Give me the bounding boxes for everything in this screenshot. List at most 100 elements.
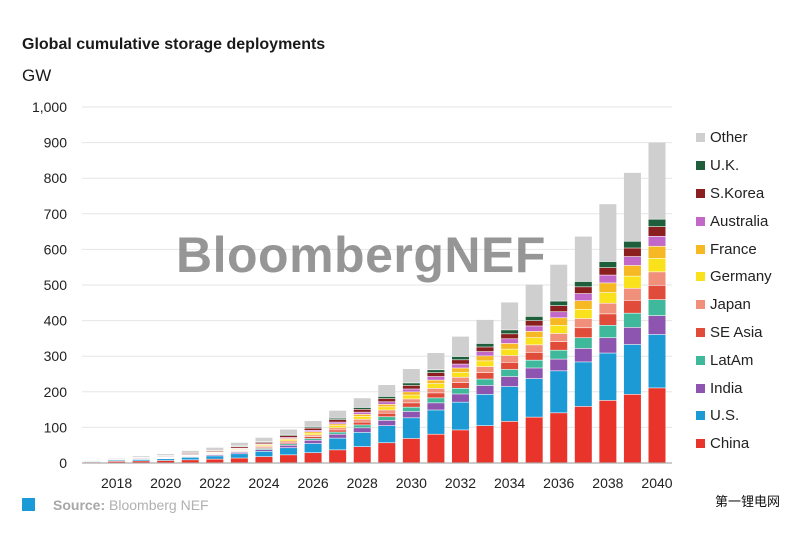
bar-segment (574, 348, 592, 362)
bar-segment (623, 344, 641, 395)
legend-label: U.K. (710, 157, 740, 175)
bar-segment (402, 403, 420, 407)
bar-segment (525, 360, 543, 368)
legend-swatch (696, 188, 705, 198)
bar-segment (451, 372, 469, 377)
bar-segment (230, 442, 248, 446)
bar-segment (378, 402, 396, 405)
bar-segment (648, 272, 666, 286)
bar-segment (353, 432, 371, 447)
x-tick-label: 2026 (298, 475, 329, 491)
x-tick-label: 2024 (248, 475, 279, 491)
bar-segment (525, 284, 543, 317)
bar-segment (599, 261, 617, 268)
y-tick-label: 200 (44, 384, 68, 400)
bar-segment (623, 248, 641, 257)
bar-segment (451, 388, 469, 394)
bar-segment (181, 457, 199, 460)
bar-segment (402, 438, 420, 463)
x-tick-label: 2038 (592, 475, 623, 491)
bar-segment (525, 368, 543, 379)
bar-segment (427, 434, 445, 463)
bar-segment (402, 399, 420, 403)
bar-segment (550, 341, 568, 350)
legend-item: Other (696, 124, 772, 152)
bar-segment (599, 292, 617, 303)
bar-segment (280, 439, 298, 441)
bar-segment (599, 338, 617, 353)
bar-segment (329, 450, 347, 463)
bar-segment (501, 421, 519, 463)
bar-segment (353, 398, 371, 408)
bar-segment (574, 338, 592, 349)
bar-segment (181, 450, 199, 453)
bar-segment (599, 314, 617, 325)
bar-segment (574, 236, 592, 282)
y-axis-unit-label: GW (22, 66, 52, 85)
bar-segment (280, 455, 298, 463)
legend-swatch (696, 133, 705, 143)
y-tick-label: 0 (59, 455, 67, 471)
bar-segment (378, 417, 396, 421)
legend-label: Germany (710, 268, 772, 286)
bar-segment (378, 410, 396, 413)
legend-item: LatAm (696, 346, 772, 374)
bar-segment (451, 336, 469, 357)
bar-segment (353, 416, 371, 419)
bar-segment (648, 226, 666, 236)
bar-segment (353, 412, 371, 414)
bar-segment (402, 389, 420, 392)
legend-item: U.S. (696, 402, 772, 430)
bar-segment (427, 380, 445, 384)
bar-segment (525, 352, 543, 360)
bar-segment (108, 461, 126, 463)
bar-segment (157, 459, 175, 461)
y-tick-label: 1,000 (32, 99, 67, 115)
x-tick-label: 2032 (445, 475, 476, 491)
bar-segment (574, 301, 592, 309)
bar-segment (550, 350, 568, 359)
bar-segment (501, 376, 519, 387)
x-tick-label: 2040 (641, 475, 672, 491)
legend-label: U.S. (710, 407, 740, 425)
legend-swatch (696, 244, 705, 254)
bar-segment (402, 407, 420, 412)
bar-segment (304, 428, 322, 431)
bar-segment (550, 306, 568, 312)
bar-segment (402, 369, 420, 383)
bar-segment (550, 325, 568, 334)
bar-segment (574, 293, 592, 301)
bar-segment (353, 428, 371, 433)
bar-segment (402, 395, 420, 399)
bar-segment (304, 438, 322, 440)
bar-segment (501, 302, 519, 330)
watermark: BloombergNEF (176, 227, 546, 283)
bar-segment (648, 246, 666, 259)
bar-segment (255, 456, 273, 463)
bar-segment (623, 241, 641, 248)
bar-segment (304, 433, 322, 435)
legend-item: India (696, 374, 772, 402)
bar-segment (329, 428, 347, 430)
bar-segment (574, 287, 592, 294)
bar-segment (476, 379, 494, 386)
source-label: Source: (53, 497, 106, 513)
chart-title: Global cumulative storage deployments (22, 36, 326, 53)
bar-segment (378, 407, 396, 410)
bar-segment (353, 419, 371, 422)
bar-segment (476, 343, 494, 347)
bar-segment (353, 425, 371, 428)
bar-segment (378, 413, 396, 417)
bar-segment (255, 442, 273, 444)
bar-segment (623, 394, 641, 463)
legend-label: LatAm (710, 351, 754, 369)
legend-item: U.K. (696, 152, 772, 180)
bar-segment (329, 419, 347, 422)
bar-segment (525, 316, 543, 321)
bar-segment (501, 369, 519, 377)
bar-segment (427, 398, 445, 403)
bar-segment (329, 418, 347, 420)
bar-segment (550, 318, 568, 325)
legend-label: Japan (710, 296, 751, 314)
